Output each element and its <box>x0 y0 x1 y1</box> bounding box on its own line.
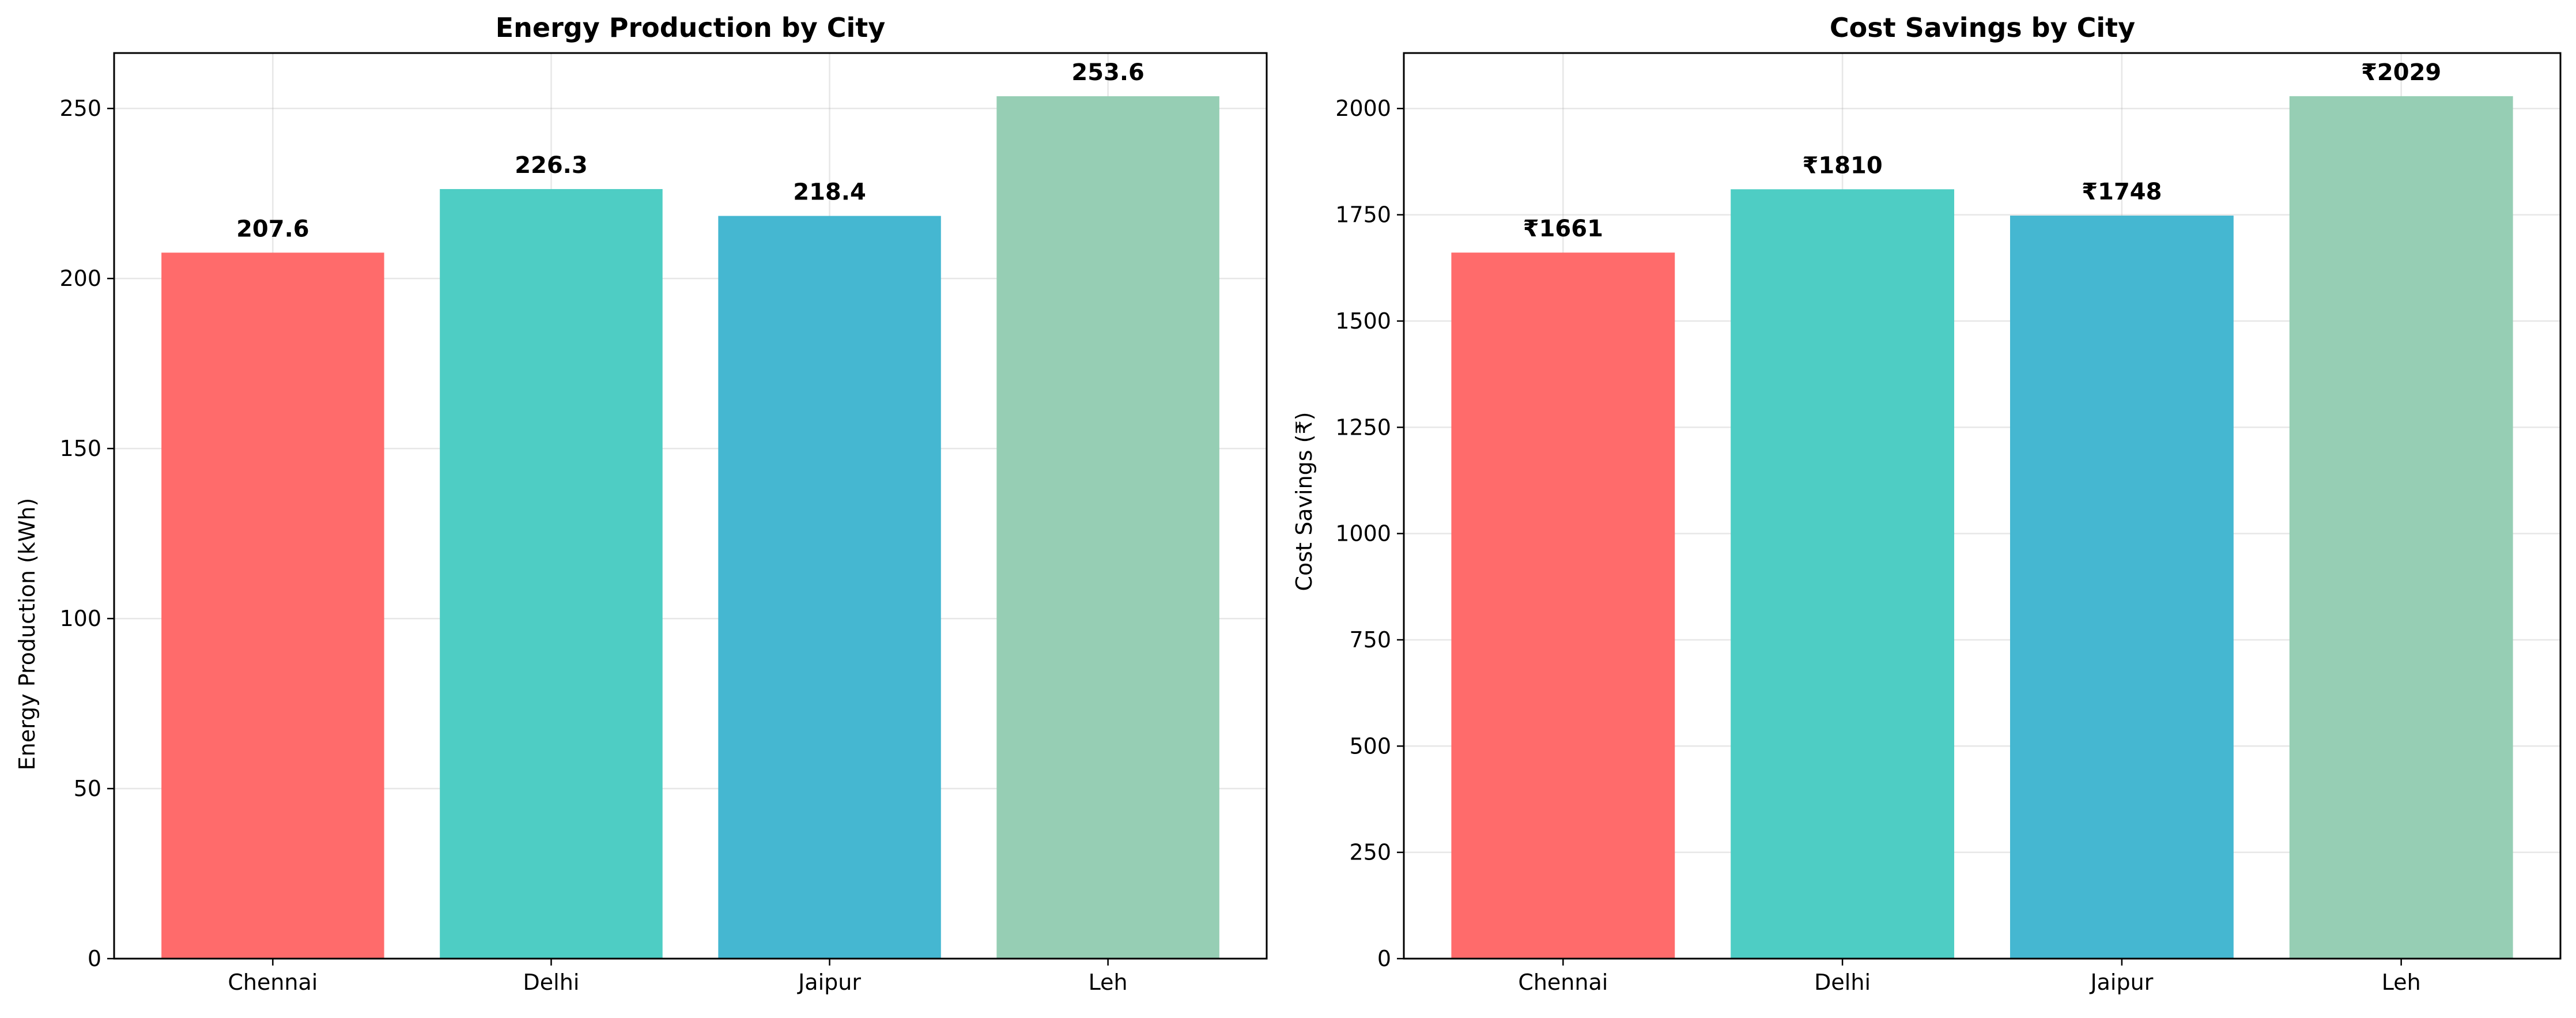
bar <box>2010 216 2234 959</box>
energy-production-chart: Energy Production by City Energy Product… <box>14 12 1268 995</box>
data-label: 218.4 <box>793 179 866 206</box>
chart-title: Energy Production by City <box>496 12 885 43</box>
x-tick-label: Leh <box>1089 970 1128 995</box>
data-label: ₹1810 <box>1803 152 1883 179</box>
y-tick-label: 750 <box>1349 627 1391 653</box>
y-tick-label: 500 <box>1349 733 1391 759</box>
plot-frame <box>113 52 1268 960</box>
y-tick-label: 1750 <box>1335 202 1391 228</box>
data-label: ₹1748 <box>2082 179 2162 205</box>
data-label: 253.6 <box>1071 59 1145 86</box>
data-label: ₹2029 <box>2361 59 2441 86</box>
y-tick-label: 250 <box>59 96 101 121</box>
bar <box>2289 96 2513 959</box>
y-tick-label: 50 <box>74 776 101 801</box>
chart-title: Cost Savings by City <box>1830 12 2135 43</box>
data-labels: 207.6 226.3 218.4 253.6 <box>236 59 1145 242</box>
x-tick-label: Delhi <box>523 970 580 995</box>
y-tick-label: 0 <box>88 946 101 971</box>
y-tick-label: 1000 <box>1335 521 1391 546</box>
y-axis-ticks: 0 50 100 150 200 250 <box>59 96 114 971</box>
y-axis-ticks: 0 250 500 750 1000 1250 1500 1750 2000 <box>1335 96 1404 971</box>
data-label: ₹1661 <box>1523 216 1603 242</box>
x-tick-label: Jaipur <box>2089 970 2153 995</box>
bars <box>1451 96 2513 959</box>
bars <box>161 96 1219 959</box>
x-axis-ticks: Chennai Delhi Jaipur Leh <box>1518 959 2421 995</box>
bar <box>1731 189 1955 959</box>
plot-frame <box>1403 52 2562 960</box>
data-label: 226.3 <box>515 152 588 179</box>
data-label: 207.6 <box>236 216 309 242</box>
y-axis-label: Cost Savings (₹) <box>1291 412 1317 591</box>
y-tick-label: 100 <box>59 606 101 631</box>
bar <box>996 96 1219 959</box>
y-tick-label: 250 <box>1349 840 1391 865</box>
data-labels: ₹1661 ₹1810 ₹1748 ₹2029 <box>1523 59 2442 242</box>
y-axis-label: Energy Production (kWh) <box>14 498 40 771</box>
x-tick-label: Delhi <box>1814 970 1871 995</box>
y-tick-label: 200 <box>59 266 101 291</box>
x-tick-label: Leh <box>2382 970 2421 995</box>
cost-savings-chart: Cost Savings by City Cost Savings (₹) ₹1… <box>1291 12 2562 995</box>
y-tick-label: 0 <box>1377 946 1391 971</box>
bar <box>718 216 941 959</box>
x-tick-label: Jaipur <box>797 970 861 995</box>
y-tick-label: 1250 <box>1335 414 1391 440</box>
y-tick-label: 2000 <box>1335 96 1391 121</box>
bar <box>1451 252 1675 959</box>
y-tick-label: 150 <box>59 436 101 461</box>
x-tick-label: Chennai <box>228 970 318 995</box>
bar <box>161 252 384 959</box>
bar <box>440 188 663 959</box>
y-tick-label: 1500 <box>1335 308 1391 334</box>
x-axis-ticks: Chennai Delhi Jaipur Leh <box>228 959 1128 995</box>
x-tick-label: Chennai <box>1518 970 1608 995</box>
